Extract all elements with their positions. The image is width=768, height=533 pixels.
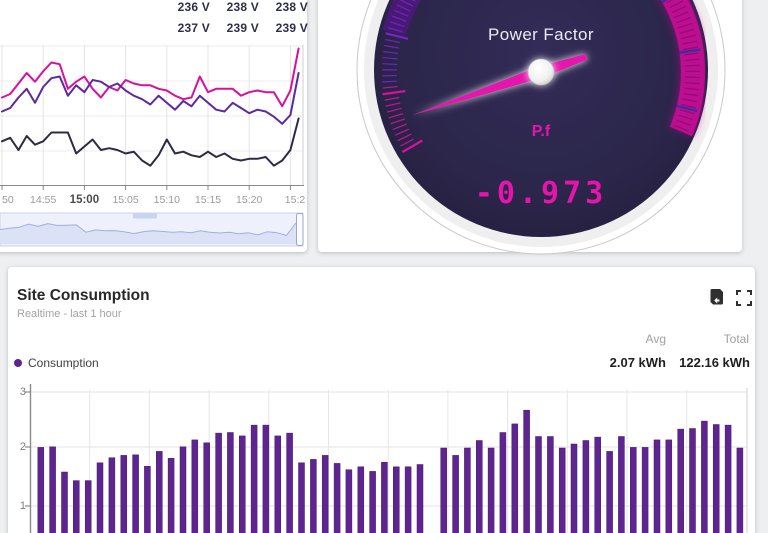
consumption-bar[interactable] bbox=[49, 446, 56, 533]
consumption-bar[interactable] bbox=[73, 480, 80, 533]
series-legend-item[interactable]: Consumption bbox=[14, 356, 99, 370]
consumption-bar[interactable] bbox=[167, 458, 175, 533]
consumption-bar[interactable] bbox=[250, 424, 258, 533]
x-axis-tick-label: 15:2 bbox=[284, 194, 306, 206]
export-file-icon[interactable] bbox=[707, 287, 727, 307]
consumption-bar[interactable] bbox=[286, 432, 293, 533]
x-axis-tick-label: 50 bbox=[2, 194, 14, 206]
voltage-value: 239 V bbox=[275, 21, 308, 35]
consumption-bar[interactable] bbox=[689, 428, 696, 533]
gauge-hub bbox=[527, 58, 555, 86]
consumption-bar[interactable] bbox=[736, 447, 744, 533]
legend-total-header: Total bbox=[723, 332, 749, 346]
consumption-bar[interactable] bbox=[239, 435, 246, 533]
consumption-bar[interactable] bbox=[357, 466, 365, 533]
legend-total-value: 122.16 kWh bbox=[679, 355, 750, 370]
consumption-bar[interactable] bbox=[61, 471, 68, 533]
consumption-bar[interactable] bbox=[108, 457, 116, 533]
consumption-bar[interactable] bbox=[144, 466, 151, 533]
consumption-bar[interactable] bbox=[416, 464, 424, 533]
consumption-bar[interactable] bbox=[499, 432, 507, 533]
consumption-bar[interactable] bbox=[487, 447, 495, 533]
voltage-value: 239 V bbox=[226, 21, 259, 35]
consumption-bar[interactable] bbox=[333, 463, 341, 533]
x-axis-tick-label: 15:05 bbox=[112, 194, 139, 206]
consumption-bar[interactable] bbox=[570, 443, 578, 533]
consumption-bar[interactable] bbox=[179, 446, 187, 533]
consumption-bar[interactable] bbox=[452, 455, 459, 533]
consumption-bar[interactable] bbox=[665, 439, 673, 533]
consumption-bar[interactable] bbox=[215, 432, 222, 533]
consumption-bar[interactable] bbox=[310, 459, 317, 533]
voltage-line-chart[interactable] bbox=[0, 0, 310, 212]
voltage-value: 236 V bbox=[177, 0, 210, 14]
consumption-bar[interactable] bbox=[156, 451, 163, 533]
consumption-bar[interactable] bbox=[298, 462, 305, 533]
consumption-bar[interactable] bbox=[630, 447, 637, 533]
consumption-bar[interactable] bbox=[132, 454, 139, 533]
consumption-bar[interactable] bbox=[369, 471, 376, 533]
consumption-bar[interactable] bbox=[653, 439, 661, 533]
consumption-bar[interactable] bbox=[712, 424, 720, 533]
consumption-bar-chart[interactable] bbox=[8, 330, 755, 533]
consumption-bar[interactable] bbox=[582, 440, 590, 533]
chart-navigator[interactable] bbox=[0, 0, 310, 252]
x-axis-tick-label: 15:10 bbox=[153, 194, 180, 206]
voltage-value: 237 V bbox=[177, 21, 210, 35]
consumption-bar[interactable] bbox=[274, 435, 282, 533]
consumption-bar[interactable] bbox=[262, 424, 270, 533]
series-legend-label: Consumption bbox=[28, 356, 99, 370]
x-axis-tick-label: 15:15 bbox=[194, 194, 222, 206]
widget-timewindow[interactable]: Realtime - last 1 hour bbox=[17, 308, 122, 320]
consumption-bar[interactable] bbox=[535, 436, 542, 533]
consumption-bar[interactable] bbox=[641, 447, 649, 533]
consumption-bar[interactable] bbox=[440, 447, 447, 533]
consumption-bar[interactable] bbox=[677, 428, 684, 533]
legend-avg-value: 2.07 kWh bbox=[609, 355, 666, 370]
gauge-title: Power Factor bbox=[488, 25, 594, 44]
navigator-handle[interactable] bbox=[296, 213, 304, 246]
consumption-bar[interactable] bbox=[724, 424, 732, 533]
consumption-bar[interactable] bbox=[618, 436, 625, 533]
consumption-bar[interactable] bbox=[321, 455, 329, 533]
gauge-digital-value: -0.973 bbox=[475, 176, 607, 211]
series-color-dot bbox=[14, 359, 22, 367]
consumption-bar[interactable] bbox=[191, 439, 199, 533]
x-axis-tick-label: 14:55 bbox=[30, 194, 57, 206]
y-axis-tick: 1 bbox=[19, 500, 26, 512]
consumption-bar[interactable] bbox=[37, 447, 45, 533]
consumption-bar[interactable] bbox=[594, 436, 601, 533]
consumption-bar[interactable] bbox=[84, 480, 92, 533]
consumption-bar[interactable] bbox=[558, 447, 566, 533]
consumption-bar[interactable] bbox=[606, 451, 613, 533]
consumption-bar[interactable] bbox=[393, 466, 400, 533]
consumption-bar[interactable] bbox=[523, 409, 530, 533]
consumption-bar[interactable] bbox=[404, 466, 412, 533]
power-factor-gauge: Power Factor P.f -0.973 bbox=[356, 0, 726, 255]
consumption-bar[interactable] bbox=[203, 442, 210, 533]
consumption-bar[interactable] bbox=[547, 436, 554, 533]
y-axis-tick: 2 bbox=[19, 441, 26, 453]
voltage-timeseries-card bbox=[0, 0, 307, 252]
consumption-bar[interactable] bbox=[511, 423, 519, 533]
voltage-value: 238 V bbox=[226, 0, 259, 14]
consumption-bar[interactable] bbox=[120, 455, 128, 533]
consumption-bar[interactable] bbox=[345, 469, 353, 533]
consumption-bar[interactable] bbox=[227, 432, 234, 533]
legend-avg-header: Avg bbox=[645, 332, 666, 346]
consumption-bar[interactable] bbox=[381, 462, 388, 533]
x-axis-tick-label: 15:00 bbox=[69, 194, 100, 206]
widget-title: Site Consumption bbox=[17, 287, 150, 304]
x-axis-tick-label: 15:20 bbox=[236, 194, 263, 206]
voltage-value: 238 V bbox=[275, 0, 308, 14]
consumption-bar[interactable] bbox=[464, 447, 471, 533]
consumption-bar[interactable] bbox=[701, 420, 708, 533]
consumption-bar[interactable] bbox=[96, 462, 104, 533]
gauge-unit-label: P.f bbox=[532, 123, 551, 140]
y-axis-tick: 3 bbox=[19, 386, 26, 398]
fullscreen-icon[interactable] bbox=[736, 290, 752, 306]
consumption-bar[interactable] bbox=[476, 440, 483, 533]
